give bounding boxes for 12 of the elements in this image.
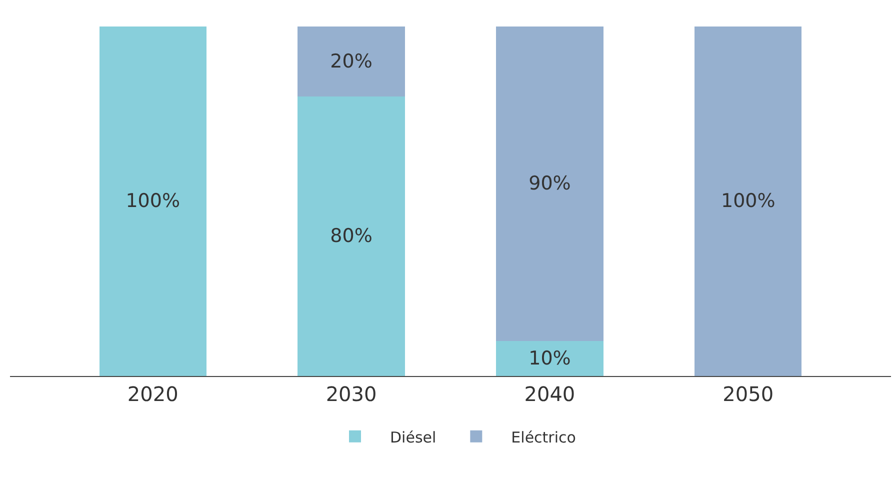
data-label: 100% — [720, 190, 776, 212]
data-label: 90% — [528, 172, 571, 195]
x-tick-label: 2040 — [524, 382, 576, 406]
data-label: 100% — [126, 190, 180, 212]
x-tick-label: 2050 — [722, 382, 774, 406]
legend-label: Eléctrico — [511, 428, 576, 446]
data-label: 10% — [528, 348, 571, 370]
data-label: 20% — [330, 50, 372, 72]
x-tick-label: 2030 — [326, 382, 377, 406]
legend-label: Diésel — [390, 428, 436, 446]
x-tick-label: 2020 — [127, 382, 178, 406]
data-label: 80% — [330, 225, 372, 248]
